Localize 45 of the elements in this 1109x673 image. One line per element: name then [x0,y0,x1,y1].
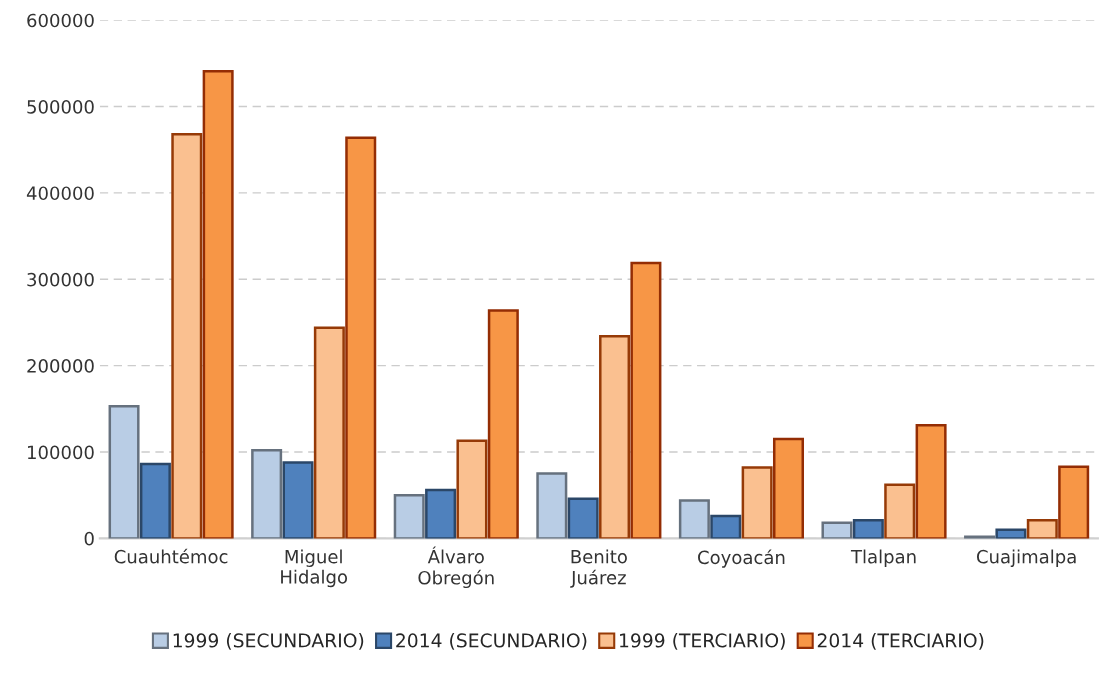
y-tick-label: 0 [84,531,94,546]
y-tick-label: 600000 [27,13,94,28]
bar [108,405,140,539]
bar [202,69,234,539]
bar [536,472,568,539]
x-tick-label: Coyoacán [698,549,785,568]
y-tick-label: 500000 [27,100,94,114]
legend-label: 1999 (TERCIARIO) [620,633,785,650]
bar [393,493,425,539]
bar [599,335,631,539]
x-tick-label: Benito Juárez [570,549,627,588]
legend-label: 2014 (SECUNDARIO) [396,633,587,650]
x-tick-label: Cuajimalpa [976,549,1076,567]
bar [678,499,710,539]
bar [567,497,599,539]
bar [630,261,662,539]
bar [772,437,805,539]
bar [821,521,853,539]
y-tick-label: 100000 [28,445,94,460]
bar [884,483,916,539]
legend-label: 1999 (SECUNDARIO) [173,633,364,650]
bar [1026,519,1058,539]
bar [425,488,457,539]
bar [171,132,203,539]
bar [710,514,742,539]
bar [852,519,884,539]
y-tick-label: 300000 [27,272,94,287]
bar [313,326,345,539]
x-tick-label: Tlalpan [850,549,916,567]
bar [915,424,947,539]
bar [139,462,171,539]
bar [995,528,1027,539]
legend-label: 2014 (TERCIARIO) [817,633,984,650]
bar [741,466,773,539]
bar [487,309,519,539]
bar [251,449,283,539]
y-tick-label: 400000 [26,186,94,201]
bar [456,439,488,539]
x-tick-label: Cuauhtémoc [114,548,228,564]
x-tick-label: Miguel Hidalgo [281,549,348,588]
bar [345,136,377,539]
x-tick-label: Álvaro Obregón [418,546,494,589]
y-tick-label: 200000 [27,359,94,373]
bar [282,461,314,539]
bar [1058,465,1090,539]
